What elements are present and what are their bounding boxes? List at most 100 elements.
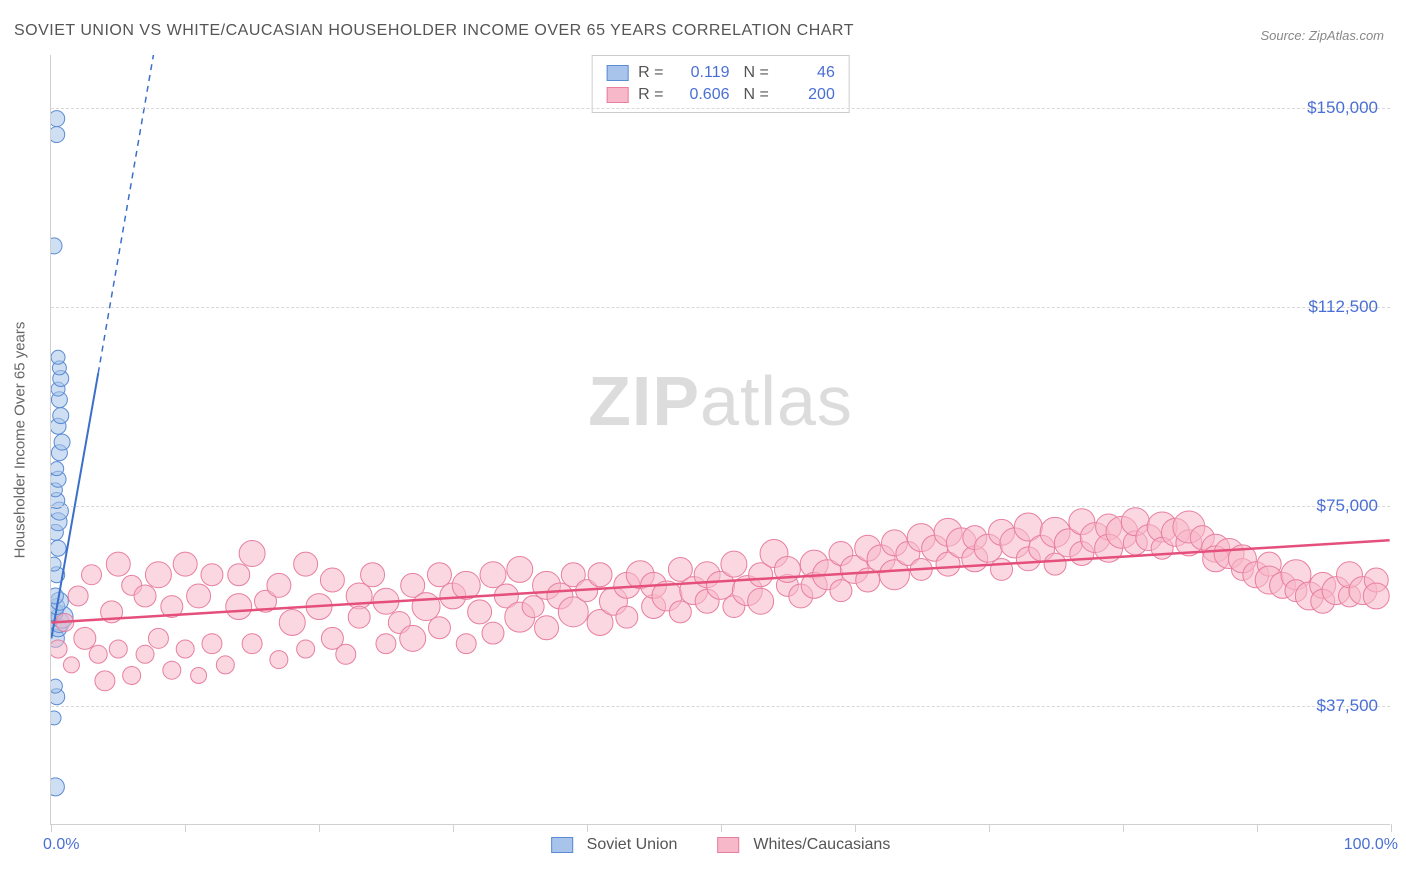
data-point-white xyxy=(191,668,207,684)
data-point-white xyxy=(482,622,504,644)
data-point-white xyxy=(294,552,318,576)
data-point-white xyxy=(201,564,223,586)
gridline xyxy=(51,506,1390,507)
data-point-white xyxy=(239,541,265,567)
data-point-soviet xyxy=(51,127,65,143)
data-point-white xyxy=(361,563,385,587)
data-point-white xyxy=(270,651,288,669)
data-point-white xyxy=(51,640,67,658)
data-point-white xyxy=(830,580,852,602)
bottom-legend-label-soviet: Soviet Union xyxy=(587,836,678,854)
data-point-white xyxy=(226,594,252,620)
legend-r-value: 0.119 xyxy=(668,62,730,84)
data-point-white xyxy=(106,552,130,576)
data-point-soviet xyxy=(53,408,69,424)
data-point-white xyxy=(320,568,344,592)
data-point-white xyxy=(173,552,197,576)
data-point-white xyxy=(480,562,506,588)
x-tick xyxy=(855,824,856,832)
x-tick xyxy=(319,824,320,832)
bottom-legend-swatch-soviet xyxy=(551,837,573,853)
legend-n-value: 200 xyxy=(773,84,835,106)
legend-n-value: 46 xyxy=(773,62,835,84)
data-point-white xyxy=(428,617,450,639)
data-point-white xyxy=(267,573,291,597)
bottom-legend-item-white: Whites/Caucasians xyxy=(717,836,890,854)
data-point-soviet xyxy=(51,111,65,127)
data-point-white xyxy=(187,584,211,608)
data-point-white xyxy=(1363,583,1389,609)
y-axis-label: Householder Income Over 65 years xyxy=(12,322,29,559)
bottom-legend-swatch-white xyxy=(717,837,739,853)
legend-n-label: N = xyxy=(744,84,769,106)
y-tick-label: $150,000 xyxy=(1307,98,1378,118)
data-point-white xyxy=(82,565,102,585)
x-tick xyxy=(185,824,186,832)
data-point-white xyxy=(228,564,250,586)
x-tick xyxy=(989,824,990,832)
legend-r-label: R = xyxy=(638,84,663,106)
y-tick-label: $37,500 xyxy=(1317,696,1378,716)
x-tick xyxy=(1123,824,1124,832)
data-point-white xyxy=(134,585,156,607)
gridline xyxy=(51,706,1390,707)
data-point-soviet xyxy=(51,540,66,556)
correlation-legend: R = 0.119 N = 46 R = 0.606 N = 200 xyxy=(591,55,850,113)
gridline xyxy=(51,108,1390,109)
source-attribution: Source: ZipAtlas.com xyxy=(1260,28,1384,43)
bottom-legend-item-soviet: Soviet Union xyxy=(551,836,678,854)
data-point-white xyxy=(427,563,451,587)
data-point-white xyxy=(991,558,1013,580)
y-tick-label: $112,500 xyxy=(1308,297,1378,317)
trendline-dash-soviet xyxy=(98,55,172,373)
data-point-white xyxy=(297,640,315,658)
chart-area: Householder Income Over 65 years ZIPatla… xyxy=(50,55,1390,825)
x-tick xyxy=(721,824,722,832)
x-max-label: 100.0% xyxy=(1344,836,1398,854)
chart-svg xyxy=(51,55,1390,824)
data-point-white xyxy=(148,628,168,648)
data-point-soviet xyxy=(51,778,64,796)
legend-r-value: 0.606 xyxy=(668,84,730,106)
chart-title: SOVIET UNION VS WHITE/CAUCASIAN HOUSEHOL… xyxy=(14,22,854,40)
data-point-white xyxy=(216,656,234,674)
data-point-white xyxy=(163,661,181,679)
x-tick xyxy=(1257,824,1258,832)
data-point-white xyxy=(507,556,533,582)
data-point-soviet xyxy=(51,238,62,254)
data-point-white xyxy=(63,657,79,673)
data-point-white xyxy=(522,596,544,618)
x-tick xyxy=(51,824,52,832)
data-point-white xyxy=(616,606,638,628)
x-tick xyxy=(1391,824,1392,832)
data-point-white xyxy=(376,634,396,654)
data-point-soviet xyxy=(51,557,61,571)
data-point-white xyxy=(588,563,612,587)
x-tick xyxy=(453,824,454,832)
data-point-white xyxy=(412,593,440,621)
data-point-white xyxy=(456,634,476,654)
data-point-white xyxy=(400,625,426,651)
data-point-white xyxy=(89,645,107,663)
data-point-white xyxy=(145,562,171,588)
data-point-white xyxy=(721,551,747,577)
data-point-white xyxy=(95,671,115,691)
data-point-white xyxy=(123,667,141,685)
legend-swatch-white xyxy=(606,87,628,103)
data-point-white xyxy=(279,609,305,635)
series-legend: Soviet Union Whites/Caucasians xyxy=(551,836,891,854)
legend-swatch-soviet xyxy=(606,65,628,81)
legend-row-white: R = 0.606 N = 200 xyxy=(606,84,835,106)
plot-inner: ZIPatlas R = 0.119 N = 46 R = 0.606 N = … xyxy=(50,55,1390,825)
data-point-soviet xyxy=(51,711,61,725)
data-point-white xyxy=(202,634,222,654)
y-tick-label: $75,000 xyxy=(1317,496,1378,516)
data-point-soviet xyxy=(51,462,64,476)
legend-n-label: N = xyxy=(744,62,769,84)
bottom-legend-label-white: Whites/Caucasians xyxy=(753,836,890,854)
data-point-white xyxy=(468,600,492,624)
x-min-label: 0.0% xyxy=(43,836,79,854)
data-point-white xyxy=(109,640,127,658)
data-point-white xyxy=(535,616,559,640)
data-point-soviet xyxy=(54,434,70,450)
